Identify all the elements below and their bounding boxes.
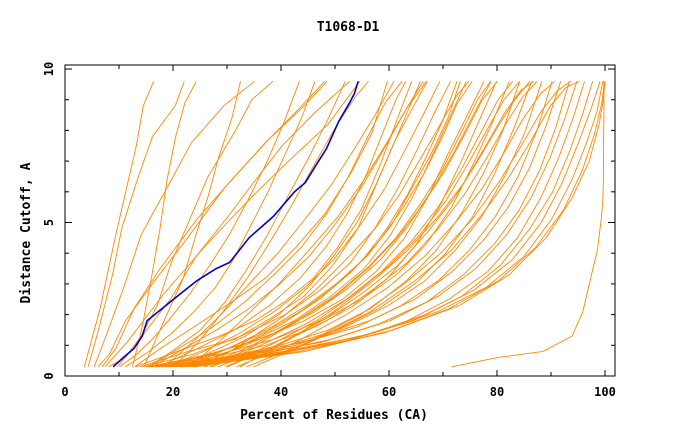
model-series-line-10 xyxy=(143,81,241,367)
model-series-line-31 xyxy=(185,81,461,368)
model-series-line-9 xyxy=(132,81,197,367)
model-series-line-58 xyxy=(164,81,395,368)
model-series-line-33 xyxy=(158,81,407,368)
model-series-line-51 xyxy=(189,81,424,368)
model-series-line-39 xyxy=(227,80,538,368)
plot-frame xyxy=(64,64,616,377)
model-series-line-26 xyxy=(178,81,594,368)
x-axis-label: Percent of Residues (CA) xyxy=(240,408,428,423)
model-series-line-50 xyxy=(147,81,346,368)
y-tick-label: 10 xyxy=(42,62,56,76)
model-series-line-41 xyxy=(246,80,572,368)
model-series-line-28 xyxy=(186,81,604,368)
x-tick-label: 80 xyxy=(490,385,504,399)
model-series-line-30 xyxy=(194,81,606,368)
model-series-line-46 xyxy=(152,81,427,368)
model-series-line-17 xyxy=(152,81,510,368)
model-series-line-56 xyxy=(205,81,470,368)
model-series-line-42 xyxy=(253,80,580,368)
model-series-line-32 xyxy=(169,81,421,368)
model-series-line-37 xyxy=(209,81,498,368)
x-axis: 0 20 40 60 80 100 xyxy=(61,65,616,399)
model-series-line-43 xyxy=(196,81,473,368)
model-series-line-5 xyxy=(101,80,326,368)
model-series-line-11 xyxy=(135,81,413,368)
model-series-line-2 xyxy=(87,81,185,367)
model-series-line-54 xyxy=(125,81,316,368)
model-series-line-3 xyxy=(93,80,255,367)
model-series-line-40 xyxy=(236,80,556,368)
model-series-line-38 xyxy=(218,81,521,368)
chart-title: T1068-D1 xyxy=(317,20,380,35)
x-tick-label: 20 xyxy=(166,385,180,399)
model-series-line-4 xyxy=(97,80,328,368)
model-series-line-44 xyxy=(203,81,491,368)
y-axis-label: Distance Cutoff, A xyxy=(19,162,34,303)
model-series-line-47 xyxy=(212,81,514,368)
model-series-line-34 xyxy=(176,81,458,368)
model-series-line-35 xyxy=(149,81,403,368)
x-tick-label: 40 xyxy=(274,385,288,399)
y-tick-label: 5 xyxy=(42,219,56,226)
model-series-line-52 xyxy=(173,81,369,368)
model-series-line-18 xyxy=(155,81,521,368)
model-series-line-20 xyxy=(161,81,543,368)
model-series-line-21 xyxy=(162,81,553,368)
model-series-line-6 xyxy=(104,81,361,368)
x-tick-label: 0 xyxy=(61,385,68,399)
model-series-line-1 xyxy=(83,81,155,367)
y-axis: 0 5 10 xyxy=(42,62,615,380)
x-tick-label: 60 xyxy=(382,385,396,399)
model-series-line-36 xyxy=(134,81,388,368)
model-series-line-13 xyxy=(143,81,452,368)
model-series-line-53 xyxy=(451,81,605,368)
model-series-line-55 xyxy=(119,81,300,368)
model-series-line-49 xyxy=(183,81,492,368)
model-series-group xyxy=(83,80,606,368)
model-series-line-57 xyxy=(239,80,534,368)
model-series-line-8 xyxy=(117,80,350,368)
highlight-series-line xyxy=(112,81,359,368)
y-tick-label: 0 xyxy=(42,372,56,379)
x-tick-label: 100 xyxy=(594,385,616,399)
model-series-line-45 xyxy=(166,81,441,368)
model-series-line-24 xyxy=(171,81,578,368)
highlight-series-group xyxy=(112,81,359,368)
